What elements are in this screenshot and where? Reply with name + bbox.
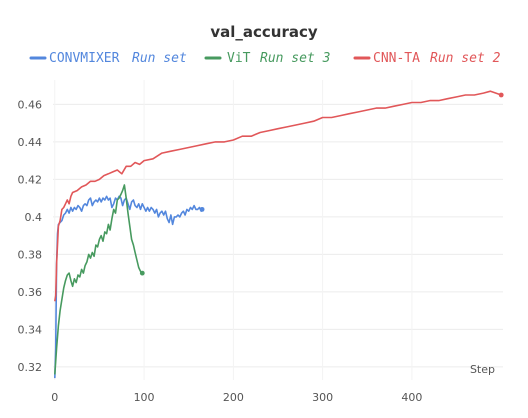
x-tick-label: 200: [223, 391, 244, 404]
legend-name-cnn-ta: CNN-TA: [373, 51, 420, 66]
y-tick-label: 0.44: [18, 136, 43, 149]
series-endpoint-convmixer: [199, 206, 205, 212]
y-tick-label: 0.36: [18, 286, 43, 299]
y-tick-label: 0.46: [18, 98, 43, 111]
legend-run-cnn-ta: Run set 2: [430, 51, 501, 66]
legend-name-convmixer: CONVMIXER: [49, 51, 120, 66]
y-tick-label: 0.38: [18, 248, 43, 261]
x-axis: 0 100 200 300 400: [51, 391, 422, 404]
y-tick-label: 0.32: [18, 361, 43, 374]
series-line-cnn-ta[interactable]: [54, 90, 502, 302]
series-line-convmixer[interactable]: [54, 195, 203, 379]
series-endpoint-vit: [139, 270, 145, 276]
y-axis: 0.32 0.34 0.36 0.38 0.4 0.42 0.44 0.46: [18, 98, 43, 374]
legend-name-vit: ViT: [227, 51, 251, 66]
legend-item-vit[interactable]: ViT Run set 3: [204, 51, 330, 66]
x-axis-label: Step: [470, 363, 495, 376]
x-tick-label: 300: [312, 391, 333, 404]
y-tick-label: 0.42: [18, 173, 43, 186]
legend-item-cnn-ta[interactable]: CNN-TA Run set 2: [353, 51, 501, 66]
plot-area: [54, 90, 504, 379]
series-endpoint-cnn-ta: [498, 92, 504, 98]
x-tick-label: 400: [401, 391, 422, 404]
x-tick-label: 0: [51, 391, 58, 404]
legend-run-convmixer: Run set: [132, 51, 187, 66]
grid: [53, 80, 503, 380]
legend[interactable]: CONVMIXER Run set ViT Run set 3 CNN-TA R…: [29, 51, 501, 66]
legend-run-vit: Run set 3: [260, 51, 330, 66]
x-tick-label: 100: [134, 391, 155, 404]
chart-title: val_accuracy: [210, 23, 318, 41]
y-tick-label: 0.34: [18, 323, 43, 336]
y-tick-label: 0.4: [25, 211, 43, 224]
legend-item-convmixer[interactable]: CONVMIXER Run set: [29, 51, 187, 66]
series-line-vit[interactable]: [54, 184, 143, 375]
